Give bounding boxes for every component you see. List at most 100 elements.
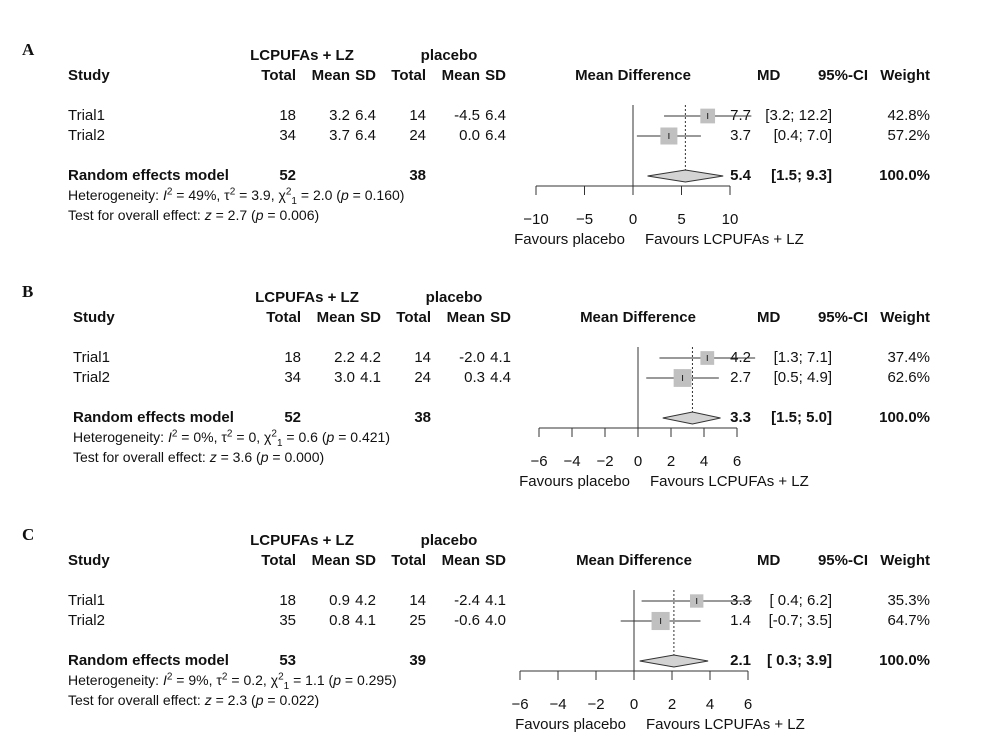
study-t-total: 34 <box>279 127 296 144</box>
study-t-sd: 6.4 <box>355 127 376 144</box>
header-t-sd: SD <box>355 67 376 84</box>
overall-effect-test: Test for overall effect: z = 3.6 (p = 0.… <box>73 449 325 465</box>
summary-c-total: 39 <box>409 652 426 669</box>
summary-c-total: 38 <box>414 409 431 426</box>
study-c-mean: 0.3 <box>464 369 485 386</box>
header-c-total: Total <box>391 552 426 569</box>
study-c-sd: 4.1 <box>485 592 506 609</box>
overall-effect-test: Test for overall effect: z = 2.3 (p = 0.… <box>68 692 320 708</box>
study-t-sd: 4.2 <box>355 592 376 609</box>
heterogeneity-stats: Heterogeneity: I2 = 49%, τ2 = 3.9, χ21 =… <box>68 186 405 207</box>
x-tick-label: −10 <box>523 211 548 228</box>
summary-name: Random effects model <box>68 167 229 184</box>
favours-left-label: Favours placebo <box>514 231 625 248</box>
summary-t-total: 53 <box>279 652 296 669</box>
forest-plot-area: −10 −5 0 5 10 <box>523 105 752 228</box>
study-c-mean: -0.6 <box>454 612 480 629</box>
study-c-sd: 4.4 <box>490 369 511 386</box>
summary-ci: [1.5; 5.0] <box>771 409 832 426</box>
summary-diamond <box>662 411 721 425</box>
study-t-mean: 3.0 <box>334 369 355 386</box>
study-c-total: 14 <box>409 592 426 609</box>
heterogeneity-values: I2 = 49%, τ2 = 3.9, χ21 = 2.0 (p = 0.160… <box>162 186 405 207</box>
summary-ci: [ 0.3; 3.9] <box>766 652 832 669</box>
weight-header: Weight <box>880 309 930 326</box>
study-ci: [0.5; 4.9] <box>773 369 832 386</box>
heterogeneity-label: Heterogeneity: <box>68 672 160 688</box>
favours-left-label: Favours placebo <box>515 716 626 733</box>
overall-label: Test for overall effect: <box>68 207 201 223</box>
header-c-mean: Mean <box>441 67 480 84</box>
x-tick-label: −4 <box>563 453 580 470</box>
x-tick-label: 2 <box>668 696 676 713</box>
summary-name: Random effects model <box>68 652 229 669</box>
study-c-total: 14 <box>409 107 426 124</box>
md-header: MD <box>757 309 781 326</box>
study-t-mean: 3.7 <box>329 127 350 144</box>
study-md: 2.7 <box>730 369 751 386</box>
control-group-header: placebo <box>425 289 483 306</box>
header-t-total: Total <box>261 67 296 84</box>
weight-header: Weight <box>880 552 930 569</box>
treatment-group-header: LCPUFAs + LZ <box>250 532 354 549</box>
x-tick-label: 6 <box>733 453 741 470</box>
x-tick-label: 6 <box>744 696 752 713</box>
weight-header: Weight <box>880 67 930 84</box>
study-c-total: 24 <box>414 369 431 386</box>
header-c-sd: SD <box>485 67 506 84</box>
summary-diamond <box>647 169 724 183</box>
heterogeneity-values: I2 = 9%, τ2 = 0.2, χ21 = 1.1 (p = 0.295) <box>162 671 397 692</box>
header-t-mean: Mean <box>311 67 350 84</box>
study-t-total: 18 <box>284 349 301 366</box>
favours-right-label: Favours LCPUFAs + LZ <box>650 473 809 490</box>
header-c-total: Total <box>391 67 426 84</box>
summary-t-total: 52 <box>279 167 296 184</box>
study-header: Study <box>73 309 115 326</box>
treatment-group-header: LCPUFAs + LZ <box>255 289 359 306</box>
study-c-sd: 6.4 <box>485 127 506 144</box>
study-weight: 42.8% <box>887 107 930 124</box>
favours-right-label: Favours LCPUFAs + LZ <box>645 231 804 248</box>
favours-left-label: Favours placebo <box>519 473 630 490</box>
study-t-sd: 6.4 <box>355 107 376 124</box>
study-t-mean: 0.9 <box>329 592 350 609</box>
study-header: Study <box>68 67 110 84</box>
study-c-sd: 6.4 <box>485 107 506 124</box>
overall-label: Test for overall effect: <box>68 692 201 708</box>
summary-diamond <box>639 654 709 668</box>
study-ci: [ 0.4; 6.2] <box>769 592 832 609</box>
study-weight: 62.6% <box>887 369 930 386</box>
header-t-total: Total <box>266 309 301 326</box>
study-md: 1.4 <box>730 612 751 629</box>
study-ci: [-0.7; 3.5] <box>768 612 832 629</box>
study-weight: 57.2% <box>887 127 930 144</box>
study-c-total: 25 <box>409 612 426 629</box>
panel-label: C <box>22 525 35 544</box>
study-t-sd: 4.1 <box>355 612 376 629</box>
study-name: Trial1 <box>73 349 110 366</box>
study-c-total: 24 <box>409 127 426 144</box>
panel-label: B <box>22 282 34 301</box>
study-c-mean: 0.0 <box>459 127 480 144</box>
header-c-sd: SD <box>490 309 511 326</box>
study-t-total: 35 <box>279 612 296 629</box>
header-c-total: Total <box>396 309 431 326</box>
x-tick-label: −5 <box>576 211 593 228</box>
control-group-header: placebo <box>420 47 478 64</box>
summary-md: 5.4 <box>730 167 751 184</box>
study-weight: 35.3% <box>887 592 930 609</box>
study-name: Trial1 <box>68 107 105 124</box>
heterogeneity-values: I2 = 0%, τ2 = 0, χ21 = 0.6 (p = 0.421) <box>167 428 390 449</box>
study-t-mean: 2.2 <box>334 349 355 366</box>
ci-header: 95%-CI <box>817 309 868 326</box>
summary-md: 2.1 <box>730 652 751 669</box>
header-c-mean: Mean <box>441 552 480 569</box>
ci-header: 95%-CI <box>817 552 868 569</box>
study-ci: [1.3; 7.1] <box>773 349 832 366</box>
study-t-mean: 3.2 <box>329 107 350 124</box>
x-tick-label: 0 <box>634 453 642 470</box>
study-name: Trial2 <box>68 612 105 629</box>
heterogeneity-stats: Heterogeneity: I2 = 0%, τ2 = 0, χ21 = 0.… <box>73 428 390 449</box>
study-header: Study <box>68 552 110 569</box>
summary-name: Random effects model <box>73 409 234 426</box>
